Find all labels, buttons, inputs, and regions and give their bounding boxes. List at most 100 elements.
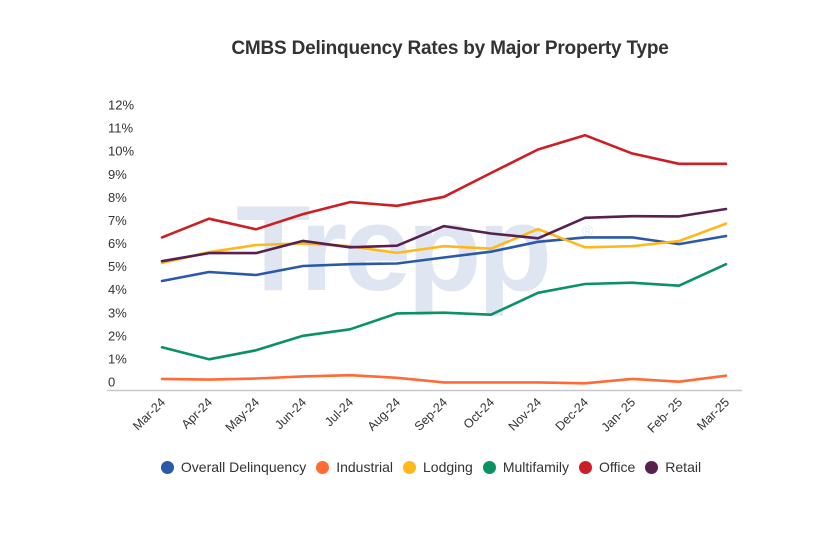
y-axis: 0 1% 2% 3% 4% 5% 6% 7% 8% 9% 10% 11% 12% [108,98,134,390]
data-point[interactable] [534,145,542,153]
data-point[interactable] [205,376,213,384]
legend-label: Multifamily [502,459,569,475]
legend-label: Overall Delinquency [180,459,307,475]
data-point[interactable] [158,257,166,265]
data-point[interactable] [393,242,401,250]
legend-label: Industrial [336,459,394,475]
data-point[interactable] [205,268,213,276]
data-point[interactable] [252,271,260,279]
data-point[interactable] [440,193,448,201]
legend-item-multifamily[interactable]: Multifamily [482,459,569,475]
data-point[interactable] [722,220,730,228]
data-point[interactable] [346,243,354,251]
data-point[interactable] [628,149,636,157]
data-point[interactable] [205,249,213,257]
data-point[interactable] [722,260,730,268]
data-point[interactable] [534,378,542,386]
data-point[interactable] [440,222,448,230]
y-tick-label: 9% [108,167,127,182]
legend-item-lodging[interactable]: Lodging [403,459,473,475]
data-point[interactable] [346,198,354,206]
data-point[interactable] [252,346,260,354]
data-point[interactable] [534,225,542,233]
x-tick-label: Apr-24 [179,395,215,431]
data-point[interactable] [722,160,730,168]
legend-item-office[interactable]: Office [578,459,636,475]
data-point[interactable] [299,210,307,218]
chart-title: CMBS Delinquency Rates by Major Property… [231,38,669,59]
data-point[interactable] [675,378,683,386]
data-point[interactable] [534,289,542,297]
legend-dot-icon [482,460,496,474]
data-point[interactable] [487,169,495,177]
y-tick-label: 12% [108,98,134,113]
data-point[interactable] [487,378,495,386]
data-point[interactable] [346,371,354,379]
data-point[interactable] [581,131,589,139]
data-point[interactable] [487,229,495,237]
data-point[interactable] [252,225,260,233]
x-tick-label: Jul-24 [322,395,356,429]
data-point[interactable] [581,379,589,387]
data-point[interactable] [628,242,636,250]
data-point[interactable] [487,311,495,319]
data-point[interactable] [675,237,683,245]
data-point[interactable] [675,212,683,220]
data-point[interactable] [581,280,589,288]
x-tick-label: Jun-24 [272,395,309,432]
data-point[interactable] [581,233,589,241]
y-tick-label: 10% [108,144,134,159]
data-point[interactable] [299,237,307,245]
legend-item-overall-delinquency[interactable]: Overall Delinquency [160,459,307,475]
data-point[interactable] [346,260,354,268]
data-point[interactable] [393,249,401,257]
data-point[interactable] [252,374,260,382]
data-point[interactable] [299,372,307,380]
data-point[interactable] [158,233,166,241]
legend-item-industrial[interactable]: Industrial [316,459,393,475]
data-point[interactable] [440,378,448,386]
data-point[interactable] [628,212,636,220]
data-point[interactable] [628,375,636,383]
data-point[interactable] [205,355,213,363]
data-point[interactable] [158,343,166,351]
data-point[interactable] [252,241,260,249]
x-tick-label: Oct-24 [461,395,497,431]
data-point[interactable] [722,205,730,213]
x-tick-label: May-24 [223,395,262,434]
data-point[interactable] [299,262,307,270]
data-point[interactable] [393,309,401,317]
data-point[interactable] [205,215,213,223]
series-line-lodging [160,222,728,265]
y-tick-label: 0 [108,375,115,390]
data-point[interactable] [393,202,401,210]
data-point[interactable] [675,160,683,168]
data-point[interactable] [487,245,495,253]
legend-item-retail[interactable]: Retail [645,459,701,475]
data-point[interactable] [440,254,448,262]
data-point[interactable] [628,233,636,241]
data-point[interactable] [722,372,730,380]
data-point[interactable] [158,277,166,285]
legend-dot-icon [645,460,659,474]
data-point[interactable] [440,242,448,250]
data-point[interactable] [393,260,401,268]
data-point[interactable] [440,309,448,317]
data-point[interactable] [393,374,401,382]
data-point[interactable] [675,282,683,290]
data-point[interactable] [534,234,542,242]
data-point[interactable] [581,214,589,222]
legend-label: Office [598,459,636,475]
data-point[interactable] [252,249,260,257]
data-point[interactable] [158,375,166,383]
y-tick-label: 6% [108,236,127,251]
data-point[interactable] [581,243,589,251]
data-point[interactable] [722,232,730,240]
y-tick-label: 11% [108,121,133,136]
data-point[interactable] [346,325,354,333]
y-tick-label: 3% [108,305,127,320]
data-point[interactable] [628,279,636,287]
registered-mark: ® [582,223,593,240]
data-point[interactable] [299,332,307,340]
x-tick-label: Feb- 25 [645,395,685,435]
